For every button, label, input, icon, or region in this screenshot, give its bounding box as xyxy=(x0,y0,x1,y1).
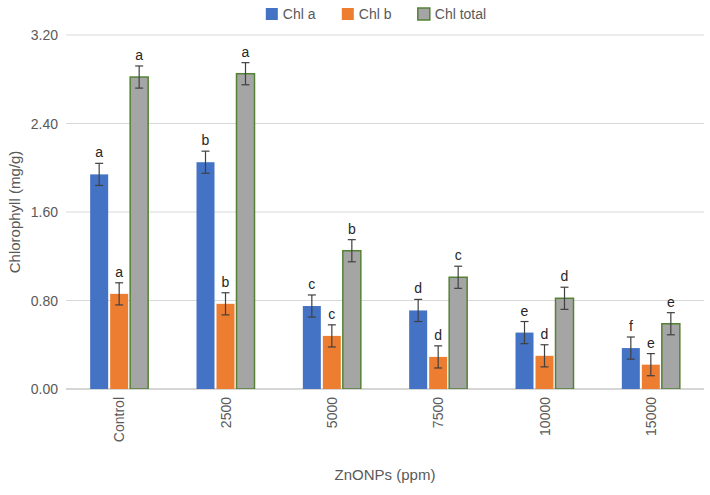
legend: Chl a Chl b Chl total xyxy=(266,6,486,22)
significance-letter: a xyxy=(115,264,123,280)
bar xyxy=(303,306,321,389)
bar xyxy=(110,294,128,389)
significance-letter: b xyxy=(348,221,356,237)
bar xyxy=(409,310,427,389)
bar xyxy=(90,174,108,389)
bar xyxy=(343,251,361,389)
significance-letter: a xyxy=(95,144,103,160)
legend-swatch xyxy=(342,8,354,20)
error-bar xyxy=(667,313,675,335)
significance-letter: b xyxy=(202,132,210,148)
y-axis-title: Chlorophyll (mg/g) xyxy=(6,151,23,274)
error-bar xyxy=(561,287,569,309)
bar xyxy=(556,298,574,389)
error-bar xyxy=(647,354,655,376)
error-bar xyxy=(521,322,529,344)
x-tick-label: Control xyxy=(111,397,127,442)
grid-line xyxy=(66,123,704,124)
letter-group: abcdefabcddeaabcde xyxy=(95,44,675,351)
bar xyxy=(130,77,148,389)
x-tick-label: 10000 xyxy=(537,397,553,436)
legend-swatch xyxy=(418,8,430,20)
legend-item: Chl a xyxy=(266,6,316,22)
error-bar xyxy=(414,299,422,321)
bar xyxy=(237,74,255,389)
error-bar xyxy=(541,345,549,367)
legend-item: Chl b xyxy=(342,6,392,22)
bar xyxy=(217,304,235,389)
error-bar xyxy=(95,163,103,185)
significance-letter: d xyxy=(414,280,422,296)
grid-line xyxy=(66,212,704,213)
y-tick-label: 1.60 xyxy=(31,204,58,220)
significance-letter: d xyxy=(541,326,549,342)
error-bar xyxy=(627,337,635,359)
legend-item: Chl total xyxy=(418,6,486,22)
x-tick-label: 7500 xyxy=(430,397,446,428)
legend-label: Chl total xyxy=(435,6,486,22)
y-tick-label: 3.20 xyxy=(31,27,58,43)
legend-label: Chl a xyxy=(283,6,316,22)
error-bar xyxy=(308,295,316,317)
y-tick-label: 0.80 xyxy=(31,293,58,309)
error-bar xyxy=(222,293,230,315)
significance-letter: c xyxy=(308,276,315,292)
legend-swatch xyxy=(266,8,278,20)
x-axis-title: ZnONPs (ppm) xyxy=(335,466,436,483)
legend-label: Chl b xyxy=(359,6,392,22)
significance-letter: a xyxy=(135,47,143,63)
error-bar xyxy=(115,283,123,305)
significance-letter: d xyxy=(434,327,442,343)
y-tick-label: 0.00 xyxy=(31,381,58,397)
significance-letter: e xyxy=(647,335,655,351)
x-tick-label: 5000 xyxy=(324,397,340,428)
x-axis-line xyxy=(66,389,704,390)
significance-letter: e xyxy=(667,294,675,310)
plot-area xyxy=(90,63,680,389)
significance-letter: e xyxy=(521,303,529,319)
x-tick-label: 2500 xyxy=(218,397,234,428)
error-bar xyxy=(242,63,250,85)
significance-letter: c xyxy=(328,306,335,322)
significance-letter: a xyxy=(242,44,250,60)
error-bar xyxy=(454,266,462,288)
y-tick-label: 2.40 xyxy=(31,116,58,132)
bar xyxy=(449,277,467,389)
grid-line xyxy=(66,35,704,36)
grid-line xyxy=(66,300,704,301)
error-bar xyxy=(348,240,356,262)
chart: 0.000.801.602.403.20abcdefabcddeaabcdeCo… xyxy=(0,0,710,495)
error-bar xyxy=(135,66,143,88)
error-bar xyxy=(434,346,442,368)
significance-letter: c xyxy=(455,247,462,263)
error-bar xyxy=(328,325,336,347)
significance-letter: f xyxy=(629,318,633,334)
grid-line xyxy=(66,389,704,390)
significance-letter: b xyxy=(222,274,230,290)
x-tick-label: 15000 xyxy=(643,397,659,436)
error-bar xyxy=(202,151,210,173)
bar xyxy=(197,162,215,389)
significance-letter: d xyxy=(561,268,569,284)
